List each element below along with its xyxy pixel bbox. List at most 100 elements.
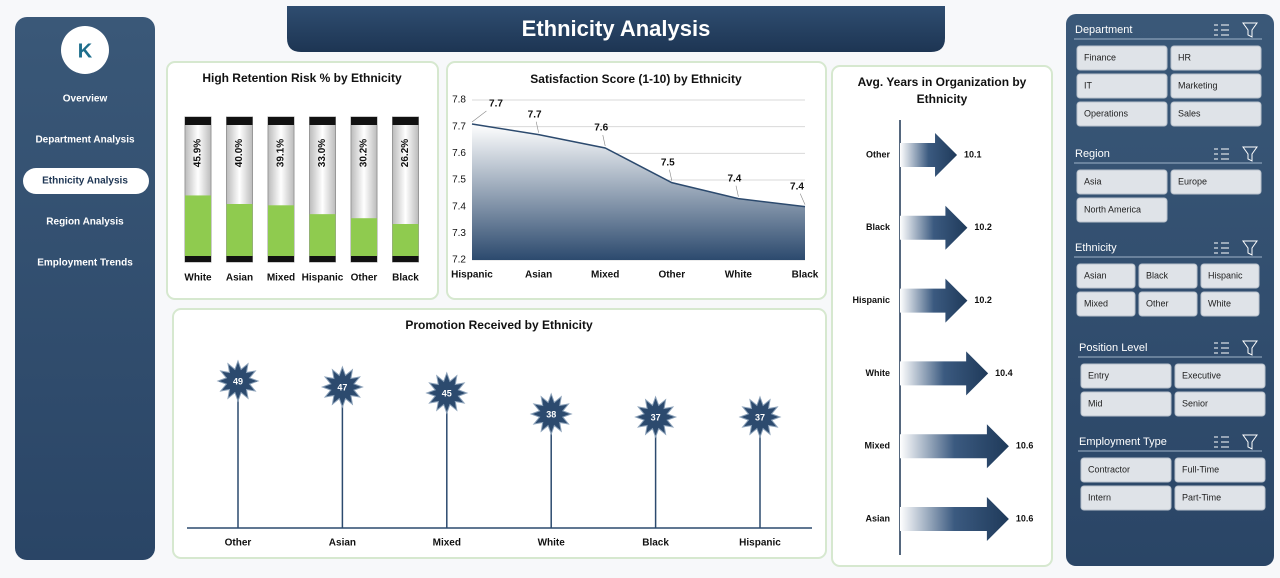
nav-item[interactable]: Overview xyxy=(63,94,108,105)
filter-option[interactable]: Sales xyxy=(1178,108,1201,118)
logo-mark: K xyxy=(78,40,93,62)
filter-option[interactable]: Hispanic xyxy=(1208,270,1243,280)
bar xyxy=(392,224,419,262)
clear-filter-icon[interactable] xyxy=(1242,146,1258,162)
filter-button[interactable] xyxy=(1076,263,1136,289)
data-label: 33.0% xyxy=(317,139,328,167)
clear-filter-icon[interactable] xyxy=(1242,240,1258,256)
filter-option[interactable]: Senior xyxy=(1182,398,1208,408)
star-marker xyxy=(529,392,573,436)
page-title: Ethnicity Analysis xyxy=(522,16,711,41)
y-tick-label: 7.4 xyxy=(452,201,466,212)
leader-line xyxy=(735,185,739,197)
multi-select-icon[interactable] xyxy=(1214,242,1229,254)
filter-option[interactable]: Finance xyxy=(1084,52,1116,62)
filter-option[interactable]: Marketing xyxy=(1178,80,1218,90)
filter-button[interactable] xyxy=(1076,73,1168,99)
filter-option[interactable]: Mid xyxy=(1088,398,1103,408)
nav-item[interactable]: Ethnicity Analysis xyxy=(42,176,128,187)
filter-button[interactable] xyxy=(1174,363,1266,389)
filter-option[interactable]: Europe xyxy=(1178,176,1207,186)
multi-select-icon[interactable] xyxy=(1214,148,1229,160)
filter-option[interactable]: Contractor xyxy=(1088,464,1130,474)
data-label: 38 xyxy=(546,409,556,419)
multi-select-icon[interactable] xyxy=(1214,436,1229,448)
filter-button[interactable] xyxy=(1200,263,1260,289)
filter-option[interactable]: Asian xyxy=(1084,270,1107,280)
filter-button[interactable] xyxy=(1080,391,1172,417)
filter-option[interactable]: Other xyxy=(1146,298,1169,308)
filter-panel xyxy=(1066,14,1274,566)
bar xyxy=(351,218,377,262)
x-tick-label: Mixed xyxy=(591,270,619,281)
filter-option[interactable]: Black xyxy=(1146,270,1169,280)
filter-button[interactable] xyxy=(1080,457,1172,483)
data-label: 37 xyxy=(755,412,765,422)
bar xyxy=(268,205,294,262)
x-tick-label: Black xyxy=(642,538,669,549)
filter-option[interactable]: HR xyxy=(1178,52,1191,62)
filter-button[interactable] xyxy=(1076,101,1168,127)
filter-option[interactable]: Part-Time xyxy=(1182,492,1221,502)
filter-button[interactable] xyxy=(1174,457,1266,483)
chart-title-box: Avg. Years in Organization by Ethnicity xyxy=(857,75,1027,106)
filter-button[interactable] xyxy=(1170,73,1262,99)
filter-option[interactable]: Operations xyxy=(1084,108,1129,118)
filter-button[interactable] xyxy=(1076,45,1168,71)
filter-button[interactable] xyxy=(1138,291,1198,317)
filter-option[interactable]: North America xyxy=(1084,204,1141,214)
nav-item[interactable]: Department Analysis xyxy=(35,135,135,146)
chart-title: Avg. Years in Organization by Ethnicity xyxy=(857,75,1027,106)
filter-option[interactable]: Full-Time xyxy=(1182,464,1219,474)
clear-filter-icon[interactable] xyxy=(1242,22,1258,38)
leader-line xyxy=(669,169,673,181)
data-label: 10.6 xyxy=(1016,513,1034,523)
header-banner xyxy=(287,6,945,52)
x-tick-label: Hispanic xyxy=(451,270,493,281)
multi-select-icon[interactable] xyxy=(1214,342,1229,354)
filter-option[interactable]: Intern xyxy=(1088,492,1111,502)
data-label: 7.4 xyxy=(727,173,741,184)
y-tick-label: 7.8 xyxy=(452,95,466,106)
leader-line xyxy=(471,110,487,123)
filter-button[interactable] xyxy=(1076,169,1168,195)
filter-button[interactable] xyxy=(1174,391,1266,417)
filter-button[interactable] xyxy=(1170,169,1262,195)
filter-button[interactable] xyxy=(1076,197,1168,223)
bar xyxy=(185,195,211,262)
filter-button[interactable] xyxy=(1138,263,1198,289)
filter-title: Region xyxy=(1075,148,1110,160)
filter-button[interactable] xyxy=(1174,485,1266,511)
filter-option[interactable]: Entry xyxy=(1088,370,1110,380)
filter-button[interactable] xyxy=(1080,485,1172,511)
filter-button[interactable] xyxy=(1200,291,1260,317)
tube-cap xyxy=(185,117,211,125)
arrow xyxy=(900,424,1009,469)
leader-line xyxy=(799,193,806,205)
filter-option[interactable]: Mixed xyxy=(1084,298,1108,308)
nav-item[interactable]: Region Analysis xyxy=(46,217,124,228)
star-marker xyxy=(320,365,364,409)
filter-button[interactable] xyxy=(1170,45,1262,71)
filter-title: Employment Type xyxy=(1079,436,1167,448)
filter-option[interactable]: Asia xyxy=(1084,176,1102,186)
filter-button[interactable] xyxy=(1080,363,1172,389)
data-label: 49 xyxy=(233,376,243,386)
filter-button[interactable] xyxy=(1076,291,1136,317)
clear-filter-icon[interactable] xyxy=(1242,340,1258,356)
x-tick-label: Black xyxy=(392,273,419,284)
multi-select-icon[interactable] xyxy=(1214,24,1229,36)
x-tick-label: Hispanic xyxy=(302,273,344,284)
filter-option[interactable]: IT xyxy=(1084,80,1093,90)
filter-option[interactable]: Executive xyxy=(1182,370,1221,380)
data-label: 26.2% xyxy=(400,139,411,167)
filter-option[interactable]: White xyxy=(1208,298,1231,308)
tube-cap xyxy=(392,117,419,125)
filter-button[interactable] xyxy=(1170,101,1262,127)
y-tick-label: Hispanic xyxy=(852,295,890,305)
y-tick-label: Black xyxy=(866,222,891,232)
star-marker xyxy=(425,371,469,415)
clear-filter-icon[interactable] xyxy=(1242,434,1258,450)
nav-item[interactable]: Employment Trends xyxy=(37,258,133,269)
data-label: 7.7 xyxy=(528,109,542,120)
